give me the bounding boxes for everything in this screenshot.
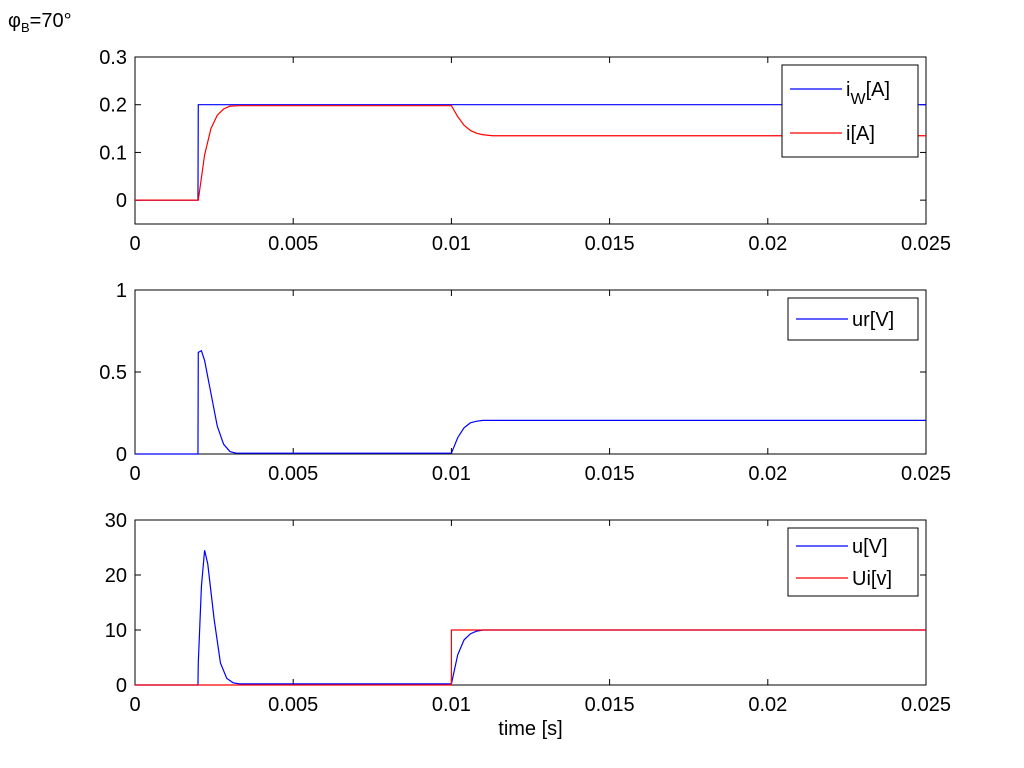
- legend-label-2: i[A]: [846, 123, 875, 145]
- x-tick-label: 0.02: [748, 694, 787, 716]
- legend-label-text: u[V]: [852, 536, 888, 558]
- annotation-subscript: B: [20, 20, 30, 35]
- legend-label-subscript: W: [850, 91, 866, 108]
- legend-label-text: i[A]: [846, 123, 875, 145]
- legend-label-suffix: [A]: [866, 79, 890, 101]
- phi-annotation: φB=70°: [8, 10, 72, 35]
- series-line-1: [135, 349, 926, 455]
- x-tick-label: 0.005: [268, 463, 318, 485]
- subplot-2: 0 0.005 0.01 0.015 0.02 0.025 0 0.5 1 ur[V]: [99, 280, 951, 485]
- y-tick-label: 0.3: [99, 47, 127, 69]
- y-tick-label: 0: [116, 675, 127, 697]
- series-line-1: [135, 550, 926, 686]
- x-tick-label: 0.015: [585, 233, 635, 255]
- annotation-text: =70°: [29, 10, 72, 32]
- x-tick-label: 0.025: [901, 233, 951, 255]
- x-tick-label: 0.01: [432, 694, 471, 716]
- series-line-2: [135, 105, 926, 201]
- annotation-symbol: φ: [8, 10, 21, 32]
- x-tick-label: 0: [129, 694, 140, 716]
- legend-label-1: iW[A]: [846, 79, 890, 108]
- y-tick-label: 1: [116, 280, 127, 302]
- x-axis-label: time [s]: [498, 718, 562, 740]
- legend-label-text: ur[V]: [852, 309, 894, 331]
- x-tick-label: 0.005: [268, 694, 318, 716]
- legend-label-2: Ui[v]: [852, 568, 892, 590]
- subplot-3: 0 0.005 0.01 0.015 0.02 0.025 0 10 20 30 u[V] Ui[v]…: [105, 510, 951, 740]
- legend-label-1: ur[V]: [852, 309, 894, 331]
- legend-label-text: i: [846, 79, 850, 101]
- legend-label-1: u[V]: [852, 536, 888, 558]
- x-tick-label: 0: [129, 463, 140, 485]
- legend-label-text: Ui[v]: [852, 568, 892, 590]
- y-tick-label: 20: [105, 565, 127, 587]
- x-tick-label: 0.015: [585, 463, 635, 485]
- x-tick-label: 0: [129, 233, 140, 255]
- x-tick-label: 0.01: [432, 233, 471, 255]
- x-tick-label: 0.02: [748, 233, 787, 255]
- y-tick-label: 0.5: [99, 362, 127, 384]
- y-tick-label: 0: [116, 190, 127, 212]
- series-line-2: [135, 629, 926, 686]
- x-tick-label: 0.015: [585, 694, 635, 716]
- y-tick-label: 0: [116, 444, 127, 466]
- x-tick-label: 0.025: [901, 694, 951, 716]
- y-tick-label: 10: [105, 620, 127, 642]
- legend: ur[V]: [787, 297, 919, 341]
- x-tick-label: 0.02: [748, 463, 787, 485]
- legend-box: [781, 64, 919, 158]
- x-tick-label: 0.025: [901, 463, 951, 485]
- y-tick-label: 0.2: [99, 95, 127, 117]
- x-tick-label: 0.01: [432, 463, 471, 485]
- legend: iW[A]i[A]: [781, 64, 919, 158]
- x-tick-label: 0.005: [268, 233, 318, 255]
- subplot-1: 0 0.005 0.01 0.015 0.02 0.02500.10.20.3iW[A]i…: [99, 47, 951, 255]
- y-tick-label: 30: [105, 510, 127, 532]
- legend-box: [787, 527, 919, 597]
- legend: u[V] Ui[v]: [787, 527, 919, 597]
- y-tick-label: 0.1: [99, 142, 127, 164]
